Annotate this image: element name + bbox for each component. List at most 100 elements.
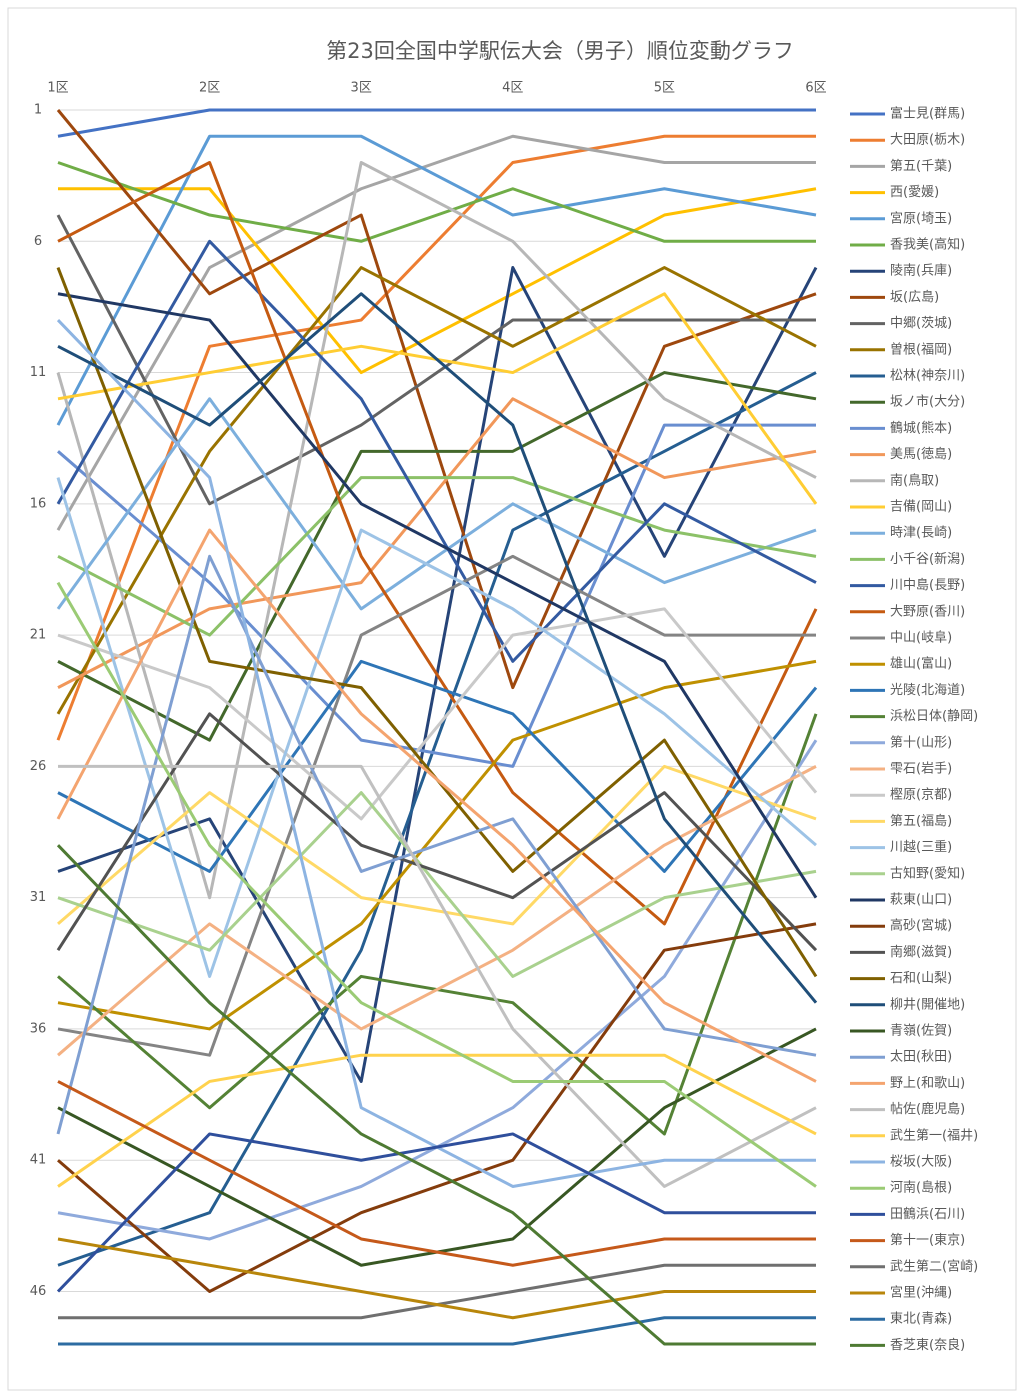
series-line [57, 423, 816, 768]
legend-label: 大田原(栃木) [890, 133, 965, 148]
legend-label: 桜坂(大阪) [890, 1155, 952, 1170]
x-tick-label: 2区 [199, 81, 220, 96]
y-tick-label: 36 [30, 1021, 47, 1036]
y-tick-label: 1 [34, 103, 42, 118]
series-line [57, 371, 817, 1267]
legend-label: 浜松日体(静岡) [890, 709, 978, 724]
series-line [56, 1132, 816, 1293]
legend-label: 第十一(東京) [890, 1232, 965, 1248]
legend-label: 坂(広島) [890, 290, 939, 305]
series-line [56, 528, 817, 1083]
legend-label: 香芝東(奈良) [890, 1337, 965, 1353]
series-line [57, 161, 818, 926]
legend-label: 南(鳥取) [890, 472, 939, 488]
legend-label: 青嶺(佐賀) [890, 1024, 952, 1039]
y-tick-label: 6 [34, 234, 42, 249]
series-line [57, 791, 817, 978]
series-line [57, 659, 817, 1031]
legend-label: 野上(和歌山) [890, 1076, 965, 1091]
legend-label: 鶴城(熊本) [890, 420, 952, 436]
legend-label: 中山(岐阜) [890, 630, 952, 646]
x-tick-label: 4区 [502, 81, 523, 96]
series-line [58, 187, 817, 375]
legend-label: 萩東(山口) [890, 892, 952, 908]
legend-label: 陵南(兵庫) [890, 263, 952, 279]
legend-label: 大野原(香川) [890, 604, 965, 619]
legend-label: 美馬(徳島) [890, 447, 952, 462]
legend-label: 富士見(群馬) [890, 106, 965, 122]
series-line [56, 266, 817, 715]
legend-label: 第五(福島) [890, 814, 952, 829]
legend-label: 第五(千葉) [890, 159, 952, 174]
series-line [56, 712, 818, 952]
legend-label: 吉備(岡山) [890, 499, 952, 515]
legend-label: 太田(秋田) [890, 1050, 952, 1065]
series-line [57, 607, 818, 821]
legend-label: 田鶴浜(石川) [890, 1206, 965, 1222]
series-line [57, 922, 817, 1293]
series-line [57, 371, 817, 742]
series-line [57, 765, 817, 1057]
x-tick-label: 3区 [351, 81, 372, 96]
legend-label: 中郷(茨城) [890, 316, 952, 331]
x-tick-label: 1区 [47, 81, 68, 96]
chart-title: 第23回全国中学駅伝大会（男子）順位変動グラフ [326, 39, 794, 63]
legend-label: 河南(島根) [890, 1180, 952, 1196]
legend-label: 雫石(岩手) [890, 762, 952, 777]
series-line [56, 134, 816, 531]
legend-label: 帖佐(鹿児島) [890, 1101, 965, 1117]
legend-label: 第十(山形) [890, 735, 952, 750]
series-line [56, 844, 816, 1346]
legend-label: 宮里(沖縄) [890, 1285, 952, 1301]
series-line [57, 764, 817, 926]
legend-label: 東北(青森) [890, 1311, 952, 1327]
series-line [56, 554, 817, 1135]
legend-label: 高砂(宮城) [890, 918, 952, 934]
x-tick-label: 5区 [654, 81, 675, 96]
legend-label: 宮原(埼玉) [890, 210, 952, 226]
legend-label: 南郷(滋賀) [890, 944, 952, 960]
legend-label: 西(愛媛) [890, 185, 939, 200]
legend-label: 樫原(京都) [890, 788, 952, 803]
legend-label: 坂ノ市(大分) [890, 394, 965, 410]
legend-label: 小千谷(新潟) [890, 551, 965, 567]
legend-label: 柳井(開催地) [890, 997, 965, 1012]
legend-label: 石和(山梨) [890, 971, 952, 986]
series-line [58, 764, 817, 1188]
series-line [57, 292, 818, 899]
y-tick-label: 46 [30, 1284, 47, 1299]
legend-label: 光陵(北海道) [890, 683, 965, 698]
x-tick-label: 6区 [805, 81, 826, 96]
y-tick-label: 31 [30, 890, 47, 905]
series-line [56, 477, 817, 978]
series-line [56, 581, 817, 1188]
series-line [57, 659, 818, 873]
series-line [57, 476, 817, 637]
legend-label: 雄山(富山) [890, 656, 952, 672]
series-line [56, 397, 817, 611]
series-line [57, 292, 818, 1004]
legend-label: 曽根(福岡) [890, 342, 952, 357]
series-line [57, 1080, 816, 1267]
y-tick-label: 11 [30, 365, 47, 380]
series-line [58, 1316, 816, 1346]
y-tick-label: 21 [30, 628, 47, 643]
y-tick-label: 16 [30, 496, 47, 511]
legend-label: 時津(長崎) [890, 526, 952, 541]
series-line [57, 161, 816, 243]
legend-label: 香我美(高知) [890, 237, 965, 253]
legend-label: 川越(三重) [890, 839, 952, 855]
legend-label: 武生第一(福井) [890, 1128, 978, 1143]
series-line [56, 134, 817, 426]
series-line [56, 214, 816, 506]
legend-label: 松林(神奈川) [890, 369, 965, 384]
legend-label: 古知野(愛知) [890, 865, 965, 881]
series-line [57, 108, 816, 138]
series-line [57, 1053, 817, 1188]
series-line [56, 161, 817, 900]
series-line [56, 239, 817, 663]
y-tick-label: 41 [30, 1153, 47, 1168]
legend-label: 武生第二(宮崎) [890, 1258, 978, 1274]
series-line [57, 554, 816, 1057]
